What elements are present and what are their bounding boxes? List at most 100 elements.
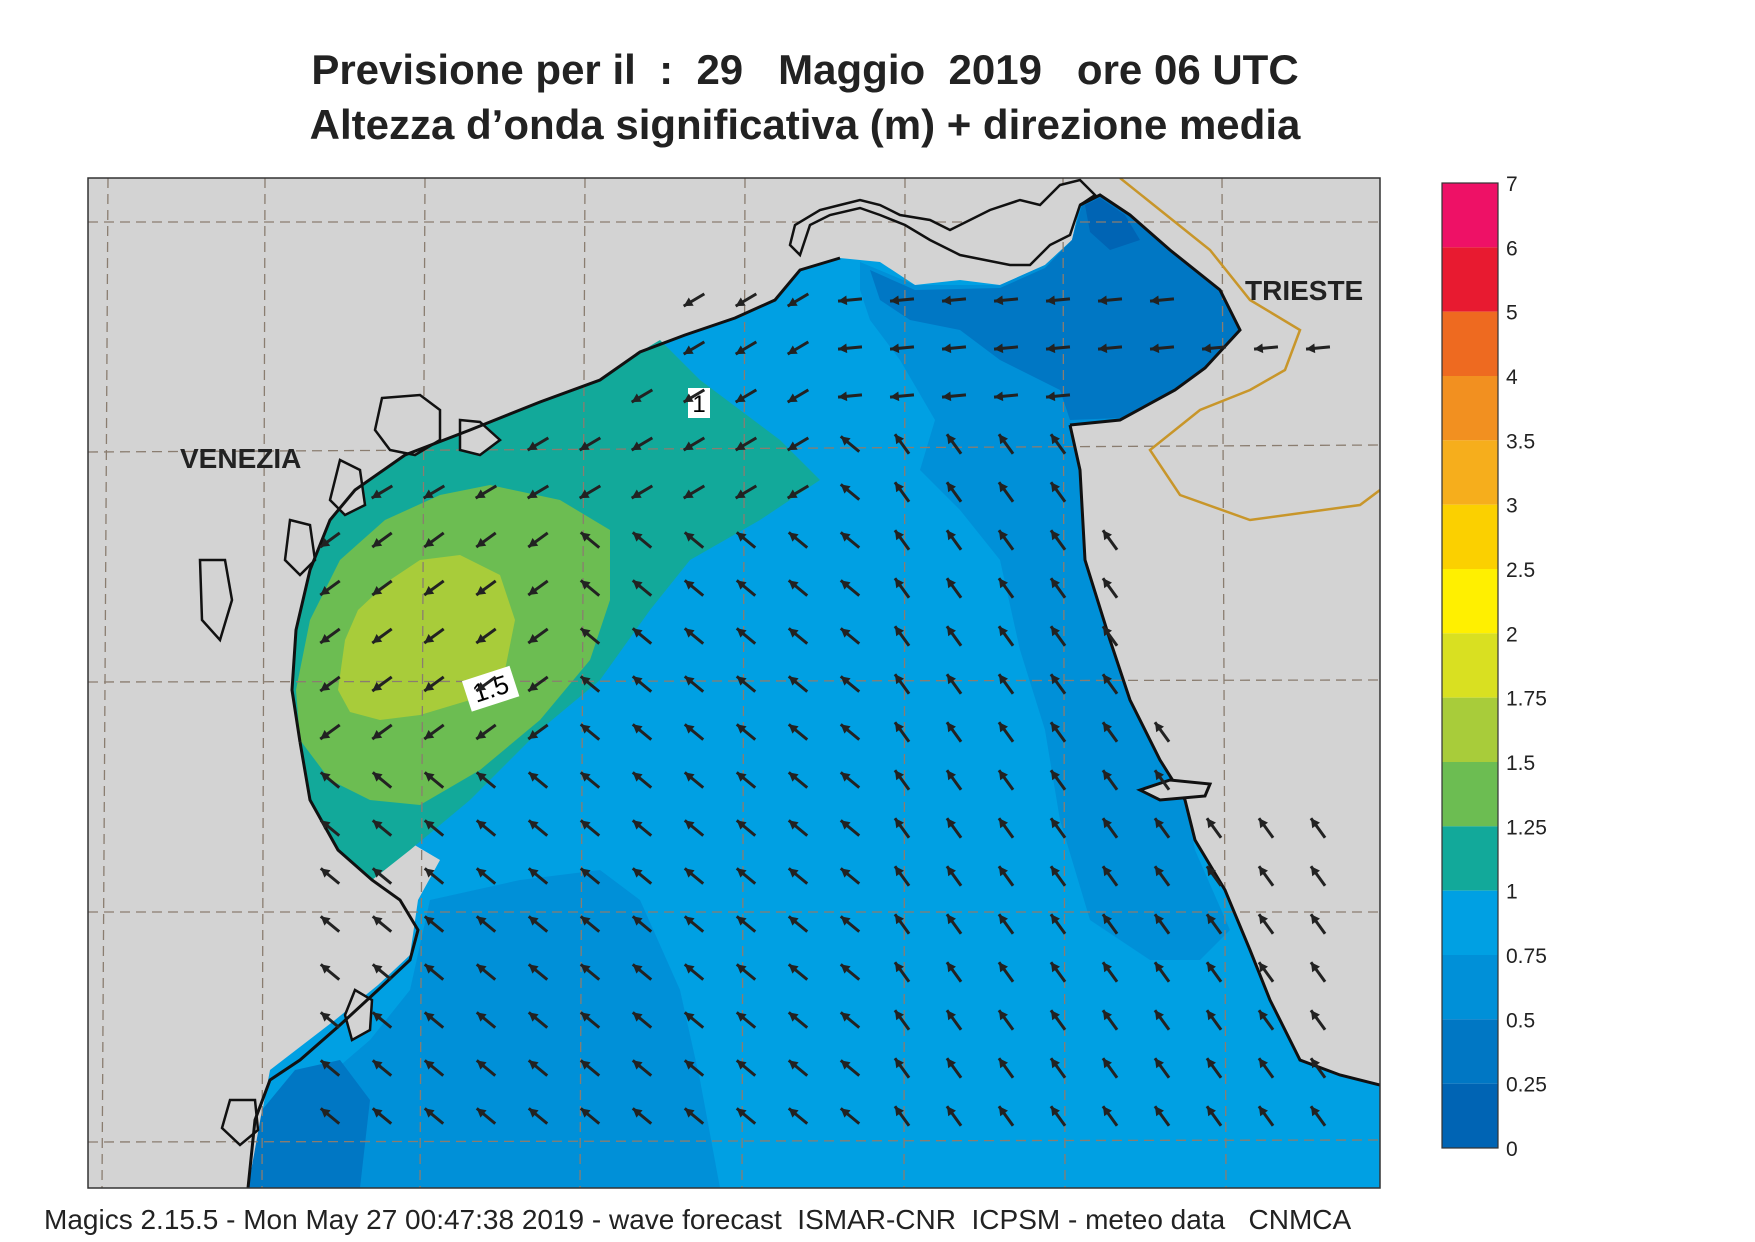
legend-swatch (1442, 440, 1498, 505)
direction-arrow (1101, 529, 1119, 551)
direction-arrow (319, 915, 341, 933)
direction-arrow (945, 625, 963, 647)
direction-arrow (1305, 343, 1331, 354)
direction-arrow (997, 1057, 1015, 1079)
direction-arrow (683, 579, 705, 597)
direction-arrow (1253, 343, 1279, 354)
direction-arrow (893, 529, 911, 551)
direction-arrow (682, 388, 706, 404)
direction-arrow (997, 817, 1015, 839)
direction-arrow (993, 343, 1019, 354)
direction-arrow (423, 1059, 445, 1077)
direction-arrow (893, 817, 911, 839)
direction-arrow (527, 915, 549, 933)
direction-arrow (527, 531, 549, 549)
direction-arrow (1101, 913, 1119, 935)
direction-arrow (371, 579, 393, 597)
direction-arrow (889, 343, 915, 354)
direction-arrow (631, 771, 653, 789)
direction-arrow (734, 340, 758, 356)
direction-arrow (786, 484, 810, 500)
direction-arrow (423, 675, 445, 693)
direction-arrow (423, 819, 445, 837)
direction-arrow (787, 1059, 809, 1077)
legend-label: 0 (1506, 1138, 1518, 1161)
direction-arrow (527, 771, 549, 789)
direction-arrow (945, 769, 963, 791)
direction-arrow (475, 915, 497, 933)
direction-arrow (1049, 1009, 1067, 1031)
direction-arrow (889, 295, 915, 306)
footer-credits: Magics 2.15.5 - Mon May 27 00:47:38 2019… (44, 1204, 1352, 1235)
direction-arrow (839, 1011, 861, 1029)
direction-arrow (945, 721, 963, 743)
direction-arrow (319, 723, 341, 741)
direction-arrow (839, 627, 861, 645)
direction-arrow (422, 484, 446, 500)
direction-arrow (319, 819, 341, 837)
direction-arrow (1049, 481, 1067, 503)
direction-arrow (370, 484, 394, 500)
direction-arrow (423, 1011, 445, 1029)
direction-arrow (1149, 295, 1175, 306)
coastline (198, 178, 1097, 1147)
direction-arrow (1049, 865, 1067, 887)
direction-arrow (1153, 1057, 1171, 1079)
direction-arrow (630, 388, 654, 404)
direction-arrow (839, 435, 861, 453)
direction-arrow (945, 433, 963, 455)
wave-zone-0 (1085, 198, 1140, 250)
direction-arrow (787, 627, 809, 645)
direction-arrow (579, 627, 601, 645)
direction-arrow (734, 292, 758, 308)
direction-arrow (735, 1107, 757, 1125)
legend-label: 1.5 (1506, 752, 1535, 775)
direction-arrow (475, 963, 497, 981)
direction-arrow (893, 577, 911, 599)
direction-arrow (631, 627, 653, 645)
direction-arrow (527, 579, 549, 597)
direction-arrow (475, 723, 497, 741)
direction-arrow (1257, 817, 1275, 839)
direction-arrow (579, 1107, 601, 1125)
title-line-2: Altezza d’onda significativa (m) + direz… (309, 101, 1301, 148)
direction-arrow (889, 391, 915, 402)
direction-arrow (1045, 391, 1071, 402)
direction-arrow (319, 675, 341, 693)
direction-arrow (993, 391, 1019, 402)
direction-arrow (839, 531, 861, 549)
direction-arrow (1049, 817, 1067, 839)
direction-arrow (631, 579, 653, 597)
direction-arrow (839, 867, 861, 885)
direction-arrow (1205, 865, 1223, 887)
direction-arrow (475, 531, 497, 549)
direction-arrow (734, 484, 758, 500)
direction-arrow (839, 483, 861, 501)
direction-arrow (631, 531, 653, 549)
legend-swatch (1442, 697, 1498, 762)
direction-arrow (1101, 721, 1119, 743)
direction-arrow (787, 1011, 809, 1029)
legend-swatch (1442, 826, 1498, 891)
direction-arrow (527, 867, 549, 885)
direction-arrow (579, 1059, 601, 1077)
direction-arrow (1309, 913, 1327, 935)
direction-arrow (1153, 1105, 1171, 1127)
legend-label: 6 (1506, 237, 1518, 260)
coast-west (290, 256, 841, 743)
direction-arrow (631, 1107, 653, 1125)
direction-arrow (1149, 343, 1175, 354)
direction-arrow (683, 627, 705, 645)
direction-arrow (997, 1009, 1015, 1031)
legend-swatch (1442, 183, 1498, 248)
direction-arrow (787, 1107, 809, 1125)
direction-arrow (945, 529, 963, 551)
direction-arrow (787, 867, 809, 885)
legend-label: 7 (1506, 173, 1518, 196)
legend-swatch (1442, 633, 1498, 698)
direction-arrow (527, 963, 549, 981)
direction-arrow (1049, 625, 1067, 647)
direction-arrow (319, 1107, 341, 1125)
legend-label: 0.5 (1506, 1009, 1535, 1032)
direction-arrow (787, 723, 809, 741)
